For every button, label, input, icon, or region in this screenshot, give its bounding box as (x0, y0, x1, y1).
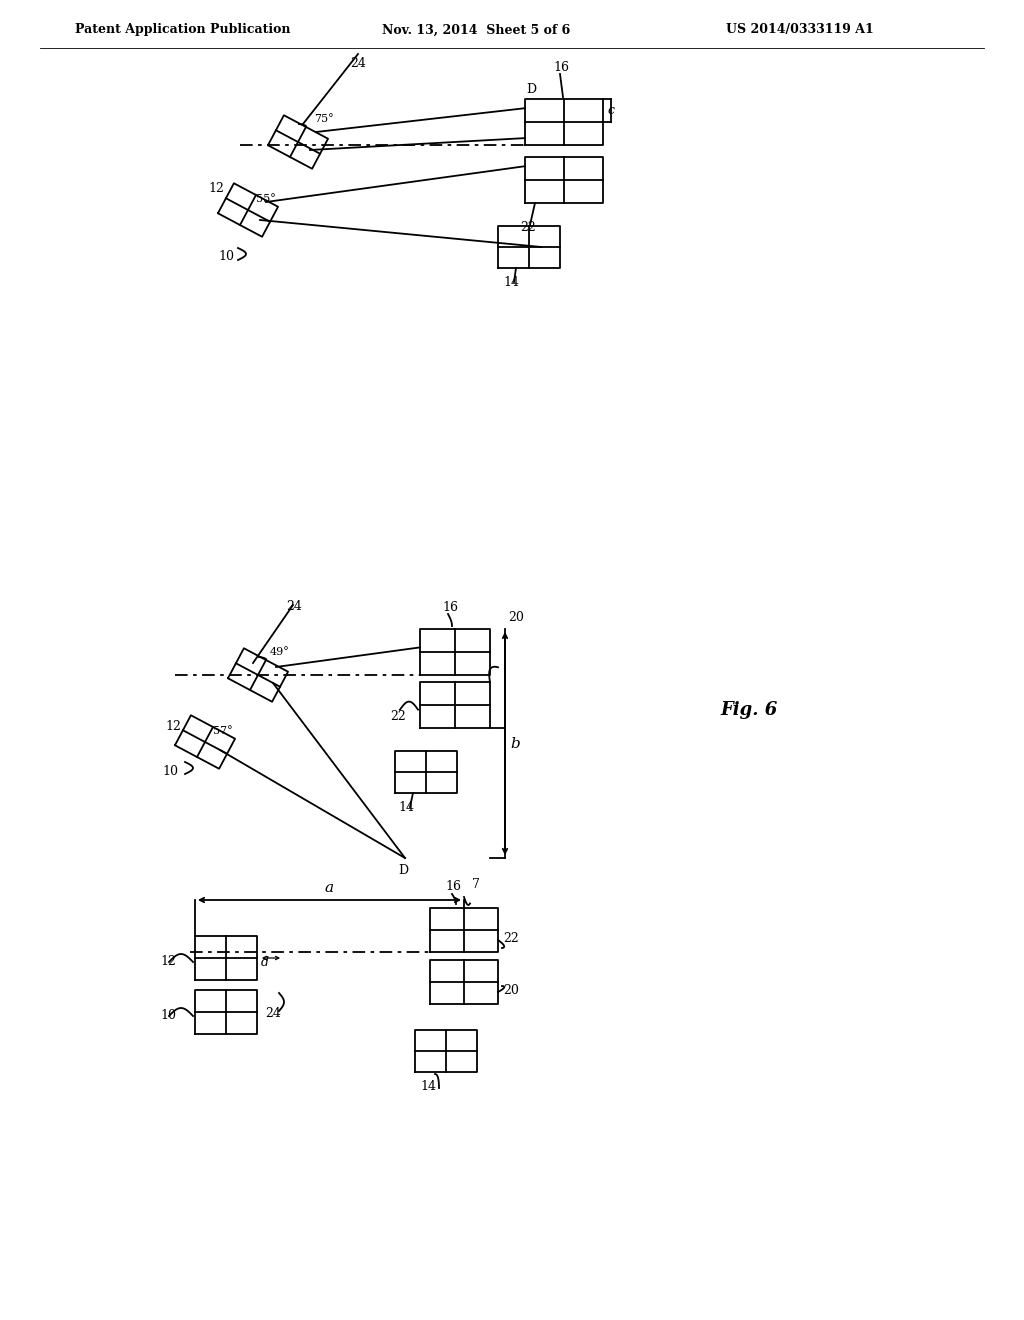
Text: 16: 16 (442, 601, 458, 614)
Text: Nov. 13, 2014  Sheet 5 of 6: Nov. 13, 2014 Sheet 5 of 6 (382, 24, 570, 37)
Text: D: D (526, 83, 537, 96)
Text: 24: 24 (350, 57, 366, 70)
Text: 22: 22 (390, 710, 406, 723)
Text: Fig. 6: Fig. 6 (720, 701, 777, 719)
Text: b: b (510, 737, 520, 751)
Text: 14: 14 (398, 801, 414, 814)
Text: d: d (261, 956, 269, 969)
Text: c: c (607, 104, 614, 117)
Text: 22: 22 (520, 220, 536, 234)
Text: 57°: 57° (213, 726, 232, 737)
Text: 14: 14 (503, 276, 519, 289)
Text: 10: 10 (160, 1008, 176, 1022)
Text: 7: 7 (472, 878, 480, 891)
Text: 10: 10 (162, 766, 178, 777)
Text: 16: 16 (553, 61, 569, 74)
Text: D: D (398, 865, 408, 876)
Text: a: a (325, 880, 334, 895)
Text: 20: 20 (508, 611, 524, 624)
Text: 14: 14 (420, 1080, 436, 1093)
Text: 55°: 55° (256, 194, 275, 205)
Text: 24: 24 (286, 601, 302, 612)
Text: 16: 16 (445, 880, 461, 894)
Text: 12: 12 (208, 182, 224, 195)
Text: 22: 22 (503, 932, 519, 945)
Text: 10: 10 (218, 249, 234, 263)
Text: 49°: 49° (270, 647, 290, 657)
Text: Patent Application Publication: Patent Application Publication (75, 24, 291, 37)
Text: 20: 20 (503, 983, 519, 997)
Text: 75°: 75° (314, 114, 334, 124)
Text: 12: 12 (165, 719, 181, 733)
Text: 12: 12 (160, 954, 176, 968)
Text: US 2014/0333119 A1: US 2014/0333119 A1 (726, 24, 873, 37)
Text: 24: 24 (265, 1007, 281, 1020)
